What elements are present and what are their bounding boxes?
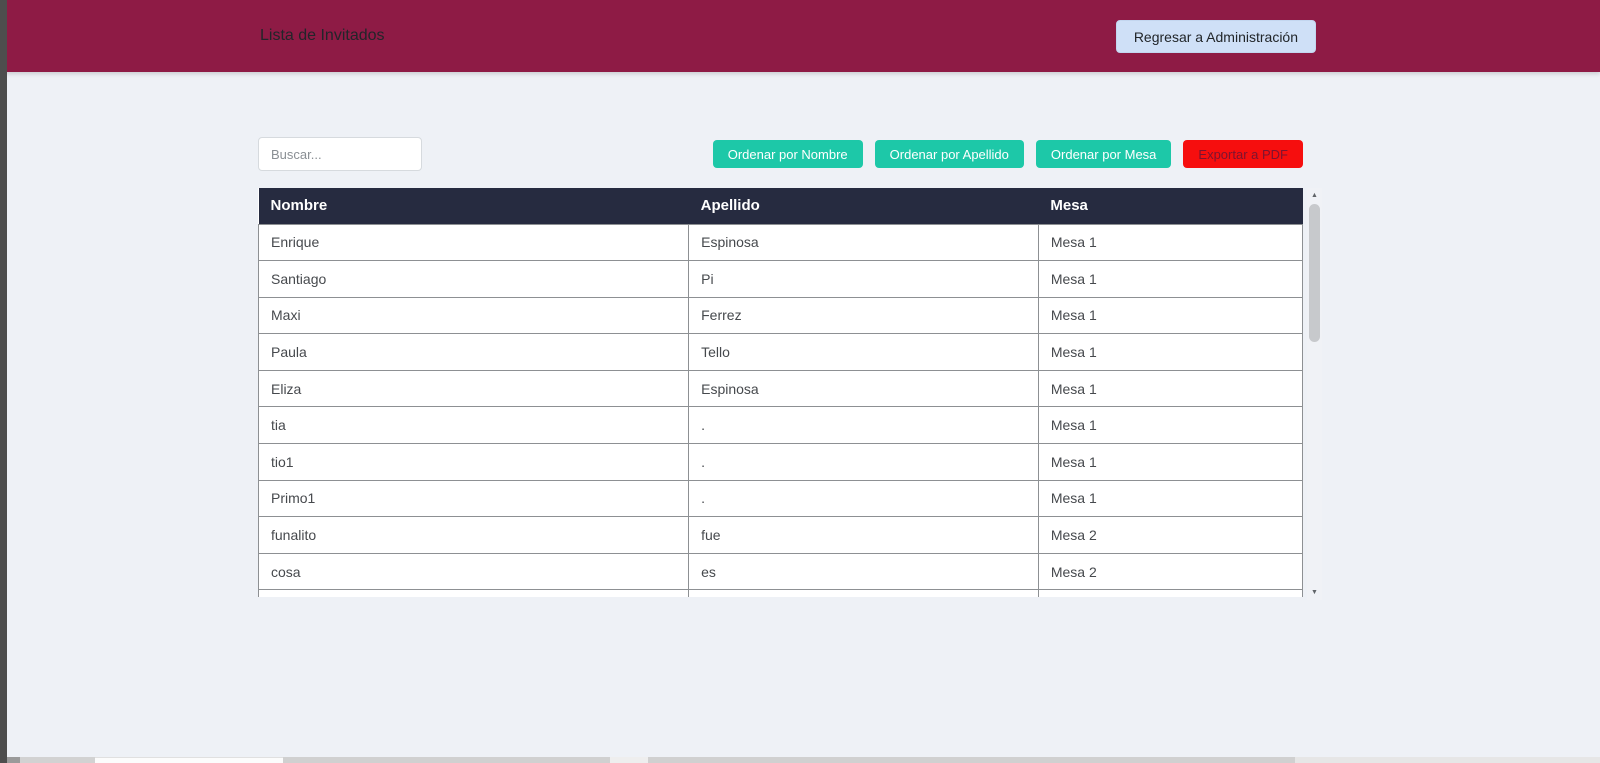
cell-apellido: fue [688,516,1039,554]
window-fragment [95,757,283,763]
cell-mesa: Mesa 2 [1037,552,1303,591]
table-row: cosa es Mesa 2 [258,552,1303,591]
cell-mesa: Mesa 1 [1037,443,1303,481]
window-fragment [1295,757,1600,763]
cell-nombre: Maxi [258,296,690,335]
cell-nombre: tia [258,406,690,445]
ordenar-por-apellido-button[interactable]: Ordenar por Apellido [874,140,1024,168]
scroll-up-icon[interactable]: ▲ [1311,192,1318,199]
table-scrollbar[interactable]: ▲ ▼ [1307,188,1322,600]
table-row-clipped [258,589,1303,597]
cell-nombre: Eliza [258,369,690,408]
table-row: tia . Mesa 1 [258,406,1303,445]
table-row: Santiago Pi Mesa 1 [258,260,1303,298]
cell-nombre: Enrique [258,223,690,262]
cell-apellido: Ferrez [688,296,1039,335]
cell-apellido: Espinosa [688,223,1039,262]
cell-mesa: Mesa 1 [1037,479,1303,518]
scrollbar-thumb[interactable] [1309,204,1320,342]
table-header-row: Nombre Apellido Mesa [258,188,1303,224]
table-row: Maxi Ferrez Mesa 1 [258,296,1303,335]
table-row: Primo1 . Mesa 1 [258,479,1303,518]
cell-nombre: Paula [258,333,690,371]
cell-nombre: tio1 [258,443,690,481]
app-header: Lista de Invitados Regresar a Administra… [0,0,1600,72]
toolbar-buttons: Ordenar por Nombre Ordenar por Apellido Or… [712,140,1303,168]
exportar-a-pdf-button[interactable]: Exportar a PDF [1183,140,1303,168]
cell-mesa: Mesa 1 [1037,406,1303,445]
cell-nombre: Santiago [258,260,690,298]
guest-table-container: Nombre Apellido Mesa Enrique Espinosa Mesa… [258,188,1303,597]
window-fragment [283,757,610,763]
table-row: tio1 . Mesa 1 [258,443,1303,481]
cell-nombre: Primo1 [258,479,690,518]
cell-apellido: Espinosa [688,369,1039,408]
table-row: Eliza Espinosa Mesa 1 [258,369,1303,408]
column-header-nombre: Nombre [258,188,689,224]
window-fragment [20,757,95,763]
ordenar-por-nombre-button[interactable]: Ordenar por Nombre [712,140,863,168]
page-title: Lista de Invitados [260,27,385,44]
window-fragment [648,757,1295,763]
column-header-mesa: Mesa [1038,188,1303,224]
cell-nombre: cosa [258,552,690,591]
table-row: funalito fue Mesa 2 [258,516,1303,554]
cell-mesa: Mesa 2 [1037,516,1303,554]
cell-mesa [1037,589,1303,597]
bottom-window-fragments [0,757,1600,763]
cell-apellido: . [688,443,1039,481]
cell-apellido [688,589,1039,597]
table-body: Enrique Espinosa Mesa 1 Santiago Pi Mesa… [258,223,1303,597]
cell-apellido: Pi [688,260,1039,298]
window-fragment [610,757,648,763]
guest-table: Nombre Apellido Mesa Enrique Espinosa Mesa… [258,188,1303,597]
cell-apellido: . [688,479,1039,518]
cell-apellido: es [688,552,1039,591]
window-fragment [0,757,20,763]
cell-mesa: Mesa 1 [1037,223,1303,262]
cell-mesa: Mesa 1 [1037,333,1303,371]
cell-mesa: Mesa 1 [1037,369,1303,408]
column-header-apellido: Apellido [688,188,1039,224]
cell-nombre: funalito [258,516,690,554]
cell-mesa: Mesa 1 [1037,296,1303,335]
search-input[interactable] [258,137,422,171]
ordenar-por-mesa-button[interactable]: Ordenar por Mesa [1035,140,1172,168]
cell-mesa: Mesa 1 [1037,260,1303,298]
scroll-down-icon[interactable]: ▼ [1311,589,1318,596]
cell-apellido: . [688,406,1039,445]
cell-apellido: Tello [688,333,1039,371]
table-row: Paula Tello Mesa 1 [258,333,1303,371]
window-edge [0,0,7,763]
back-to-admin-button[interactable]: Regresar a Administración [1115,20,1316,53]
cell-nombre [258,589,690,597]
table-row: Enrique Espinosa Mesa 1 [258,223,1303,262]
